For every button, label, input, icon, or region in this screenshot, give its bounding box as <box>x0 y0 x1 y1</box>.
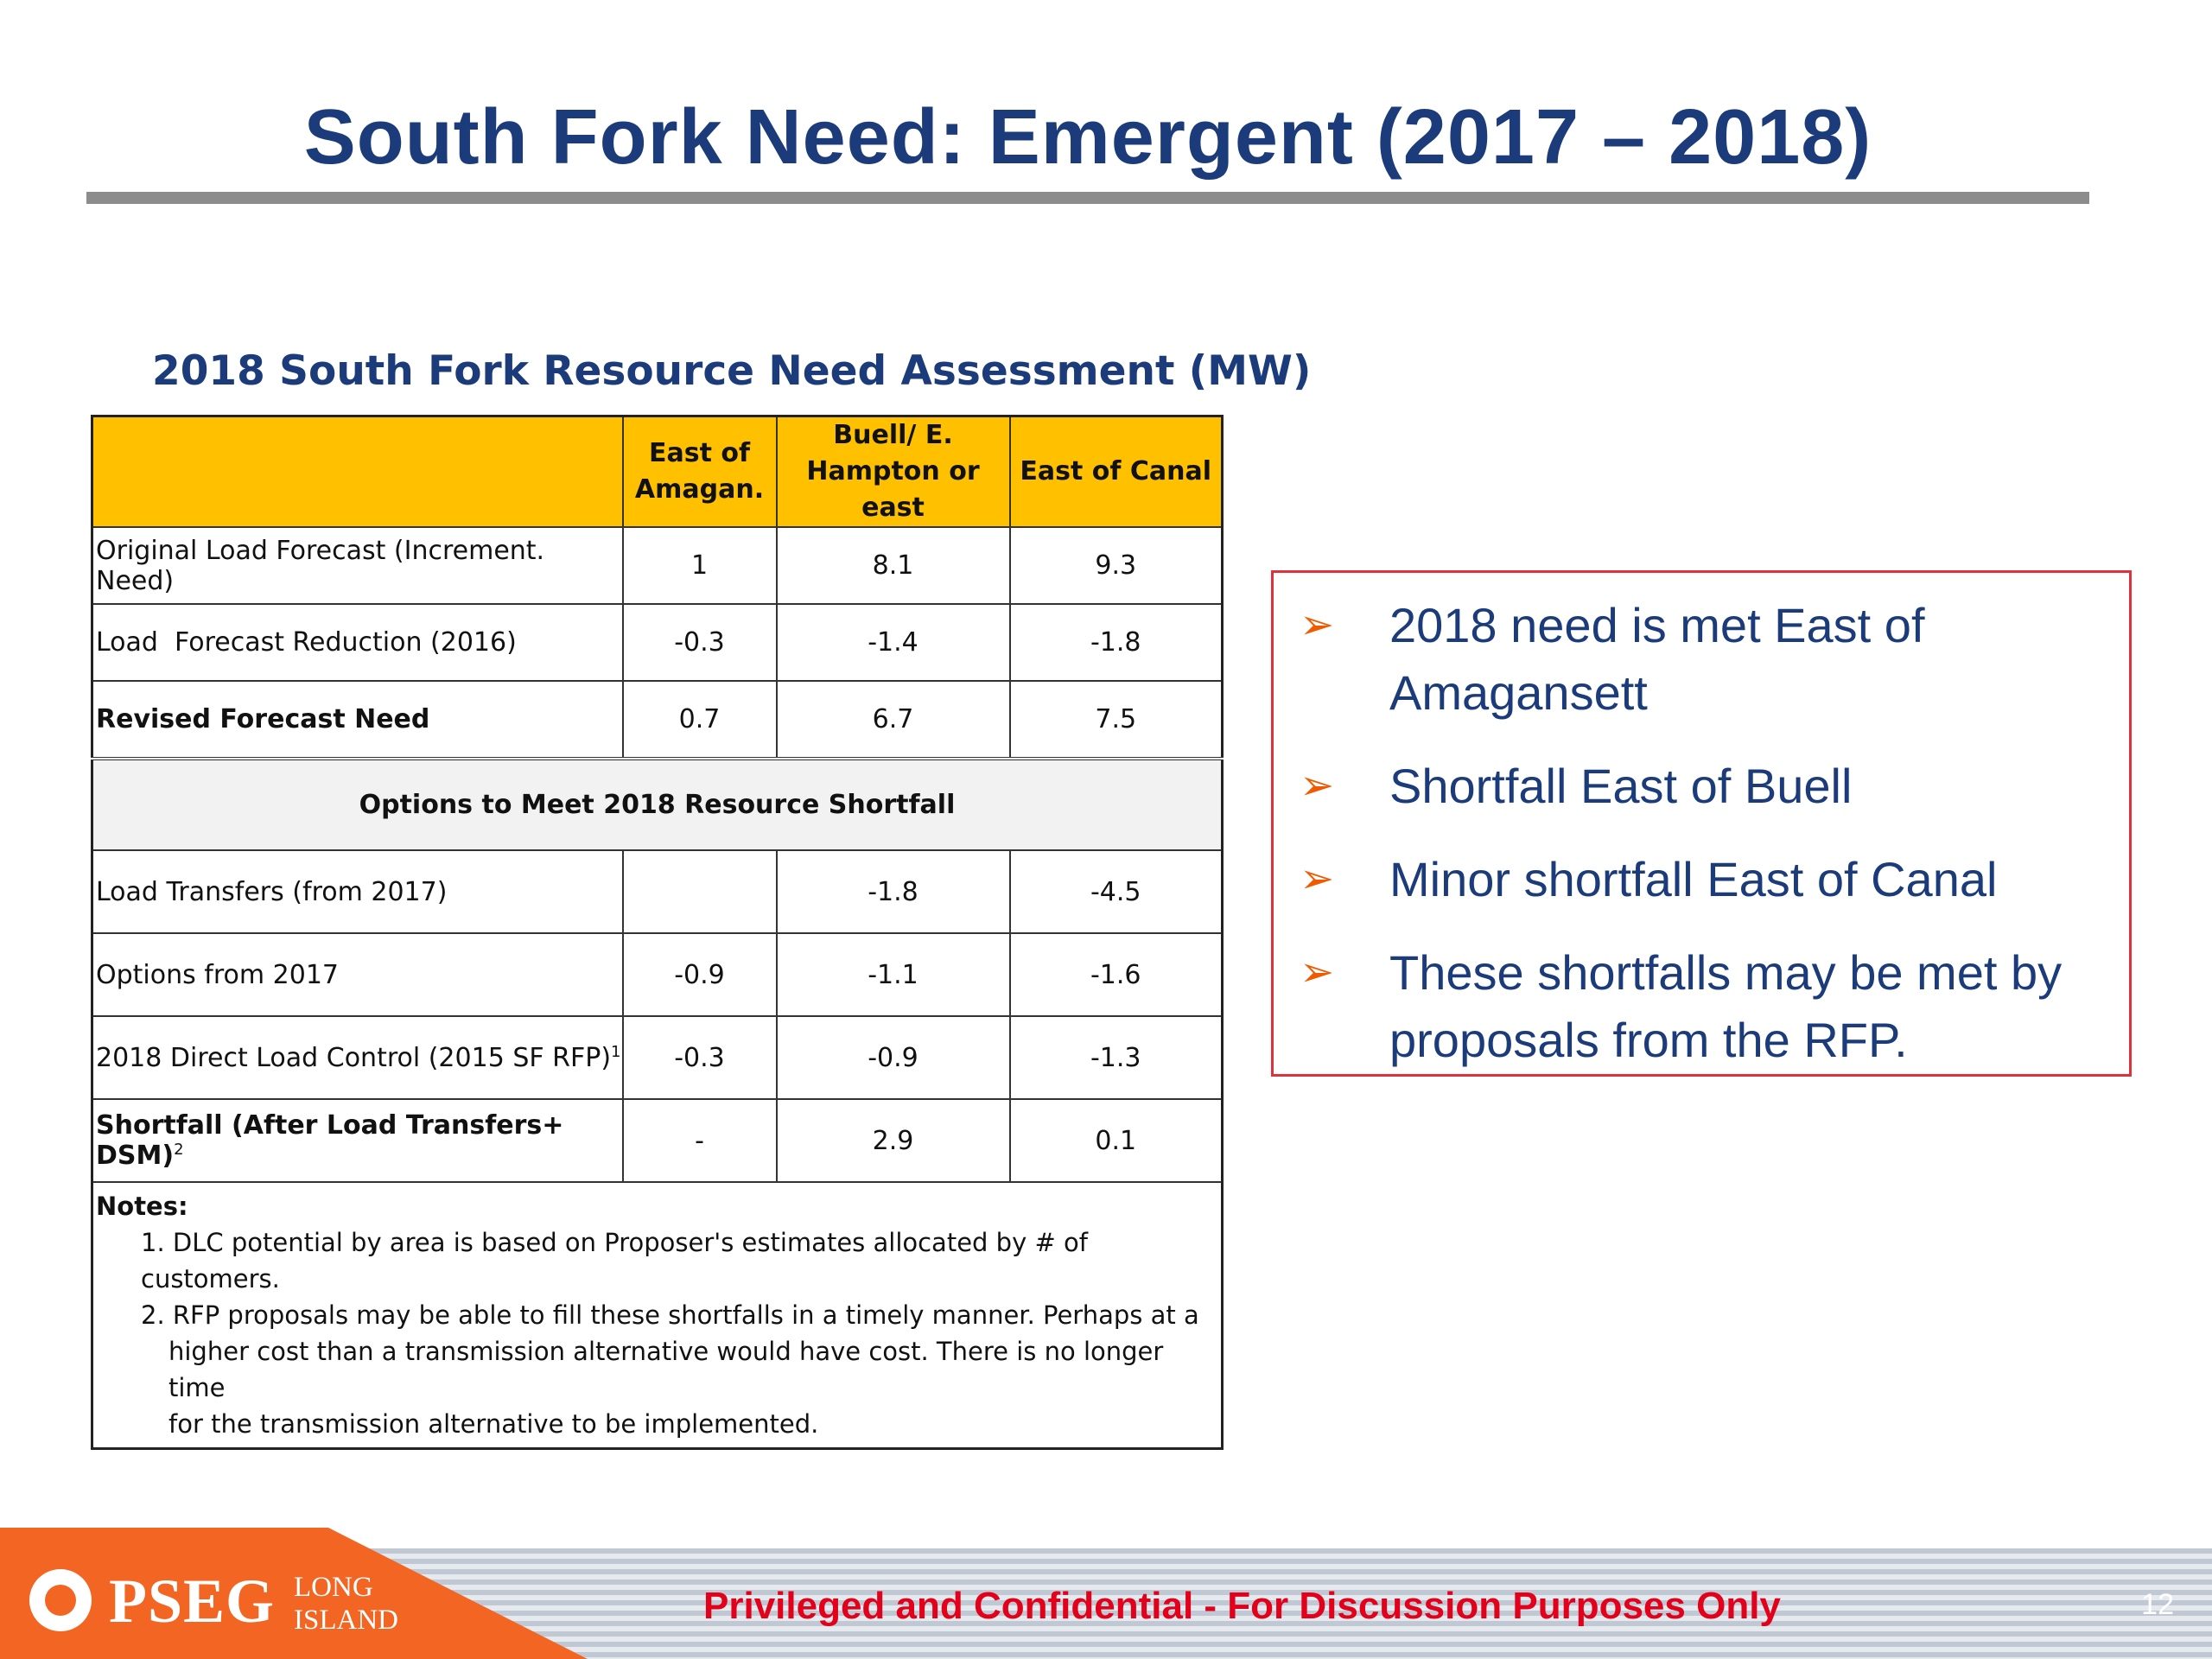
footnote-marker: 1 <box>611 1042 621 1061</box>
cell-value: 0.7 <box>621 680 778 760</box>
confidentiality-notice: Privileged and Confidential - For Discus… <box>703 1585 1781 1627</box>
table-row: Load Transfers (from 2017) -1.8 -4.5 <box>91 849 1224 934</box>
table-row: Shortfall (After Load Transfers+ DSM)2 -… <box>91 1098 1224 1183</box>
cell-value: -0.9 <box>775 1015 1011 1100</box>
table-row: Options from 2017 -0.9 -1.1 -1.6 <box>91 932 1224 1017</box>
row-label: Load Transfers (from 2017) <box>91 849 624 934</box>
cell-value: -0.9 <box>621 932 778 1017</box>
row-label: Shortfall (After Load Transfers+ DSM)2 <box>91 1098 624 1183</box>
cell-value: - <box>621 1098 778 1183</box>
cell-value: -0.3 <box>621 1015 778 1100</box>
bullet-text: Shortfall East of Buell <box>1389 759 1853 813</box>
bullet-text: Minor shortfall East of Canal <box>1389 852 1998 906</box>
bullet-text: These shortfalls may be met by proposals… <box>1389 945 2063 1067</box>
cell-value: 0.1 <box>1008 1098 1224 1183</box>
note-2: 2. RFP proposals may be able to fill the… <box>141 1300 1199 1330</box>
section-header-row: Options to Meet 2018 Resource Shortfall <box>91 757 1224 851</box>
header-east-of-canal: East of Canal <box>1008 415 1224 528</box>
cell-value: -1.8 <box>775 849 1011 934</box>
key-points-callout: ➢ 2018 need is met East of Amagansett ➢ … <box>1271 570 2132 1077</box>
notes-heading: Notes: <box>96 1192 188 1221</box>
notes-cell: Notes: 1. DLC potential by area is based… <box>91 1181 1224 1450</box>
footer-band <box>346 1548 2212 1659</box>
row-label: 2018 Direct Load Control (2015 SF RFP)1 <box>91 1015 624 1100</box>
cell-value: -1.6 <box>1008 932 1224 1017</box>
cell-value: 1 <box>621 526 778 605</box>
sun-logo-icon <box>29 1569 92 1631</box>
resource-need-table: East of Amagan. Buell/ E. Hampton or eas… <box>91 415 1224 1450</box>
table-row: Revised Forecast Need 0.7 6.7 7.5 <box>91 680 1224 760</box>
table-row: 2018 Direct Load Control (2015 SF RFP)1 … <box>91 1015 1224 1100</box>
cell-value: -1.8 <box>1008 603 1224 682</box>
header-buell-hampton: Buell/ E. Hampton or east <box>775 415 1011 528</box>
row-label: Revised Forecast Need <box>91 680 624 760</box>
note-2-continued: for the transmission alternative to be i… <box>168 1409 819 1439</box>
arrow-bullet-icon: ➢ <box>1300 602 1335 648</box>
title-divider <box>86 192 2089 204</box>
slide-title: South Fork Need: Emergent (2017 – 2018) <box>303 94 1872 181</box>
note-1: 1. DLC potential by area is based on Pro… <box>141 1228 1088 1294</box>
cell-value: -1.1 <box>775 932 1011 1017</box>
footnote-marker: 2 <box>174 1141 184 1159</box>
note-2-continued: higher cost than a transmission alternat… <box>168 1337 1164 1402</box>
page-number: 12 <box>2141 1588 2174 1621</box>
section-title: Options to Meet 2018 Resource Shortfall <box>91 757 1224 851</box>
table-caption: 2018 South Fork Resource Need Assessment… <box>152 347 1312 395</box>
row-label: Options from 2017 <box>91 932 624 1017</box>
header-east-of-amagan: East of Amagan. <box>621 415 778 528</box>
arrow-bullet-icon: ➢ <box>1300 856 1335 902</box>
row-label: Load Forecast Reduction (2016) <box>91 603 624 682</box>
table-row: Load Forecast Reduction (2016) -0.3 -1.4… <box>91 603 1224 682</box>
cell-value: 8.1 <box>775 526 1011 605</box>
row-label: Original Load Forecast (Increment. Need) <box>91 526 624 605</box>
bullet-text: 2018 need is met East of Amagansett <box>1389 598 1925 720</box>
cell-value: -1.3 <box>1008 1015 1224 1100</box>
cell-value <box>621 849 778 934</box>
cell-value: 9.3 <box>1008 526 1224 605</box>
cell-value: -1.4 <box>775 603 1011 682</box>
arrow-bullet-icon: ➢ <box>1300 950 1335 995</box>
company-logo: PSEG <box>109 1567 276 1636</box>
table-header-row: East of Amagan. Buell/ E. Hampton or eas… <box>91 415 1224 528</box>
company-logo-subtitle: LONG ISLAND <box>294 1572 398 1636</box>
cell-value: -4.5 <box>1008 849 1224 934</box>
notes-row: Notes: 1. DLC potential by area is based… <box>91 1181 1224 1450</box>
cell-value: 2.9 <box>775 1098 1011 1183</box>
cell-value: 7.5 <box>1008 680 1224 760</box>
cell-value: 6.7 <box>775 680 1011 760</box>
arrow-bullet-icon: ➢ <box>1300 763 1335 809</box>
cell-value: -0.3 <box>621 603 778 682</box>
header-empty <box>91 415 624 528</box>
table-row: Original Load Forecast (Increment. Need)… <box>91 526 1224 605</box>
